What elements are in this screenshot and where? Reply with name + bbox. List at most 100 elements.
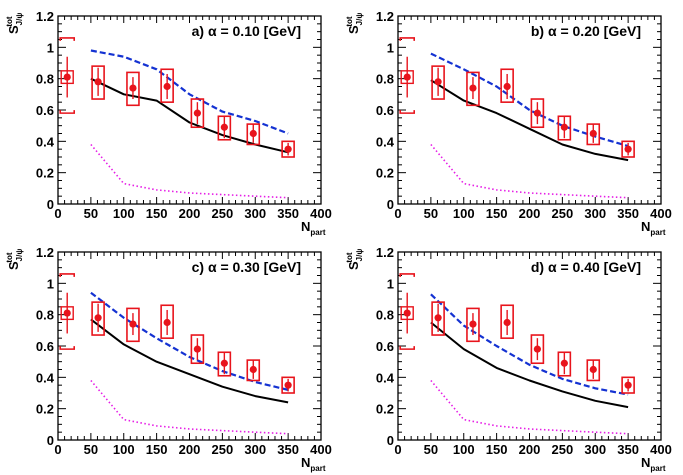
y-tick-label: 0.8: [36, 72, 54, 87]
syst-box: [530, 98, 545, 129]
panel-title: b) α = 0.20 [GeV]: [531, 23, 641, 39]
syst-box: [466, 71, 480, 107]
y-tick-label: 0.4: [376, 134, 395, 149]
plot-frame: [57, 15, 322, 205]
data-point: [63, 73, 71, 81]
x-tick-label: 200: [179, 442, 201, 457]
x-tick-label: 50: [84, 206, 98, 221]
y-tick-label: 0.6: [376, 339, 394, 354]
y-tick-label: 0.4: [36, 370, 55, 385]
syst-box: [190, 334, 205, 365]
y-tick-label: 1.2: [376, 245, 394, 260]
y-tick-label: 0.6: [36, 339, 54, 354]
syst-box: [466, 307, 480, 343]
y-axis-label: SJ/ψtot: [345, 13, 364, 34]
y-tick-label: 0.4: [36, 134, 55, 149]
syst-bracket: [59, 37, 76, 41]
data-point: [94, 314, 102, 322]
syst-bracket: [59, 273, 76, 277]
data-point: [403, 309, 411, 317]
dotted-curve: [430, 143, 629, 199]
data-point: [193, 109, 201, 117]
panel-title: a) α = 0.10 [GeV]: [192, 23, 301, 39]
data-point: [249, 129, 257, 138]
data-point: [434, 78, 442, 86]
y-tick-label: 0.4: [376, 370, 395, 385]
y-tick-label: 1: [387, 40, 394, 55]
plot-frame: [57, 251, 322, 441]
x-tick-label: 250: [552, 442, 574, 457]
syst-box: [431, 65, 445, 100]
y-tick-label: 1.2: [376, 9, 394, 24]
y-axis-label: SJ/ψtot: [5, 249, 24, 270]
x-tick-label: 400: [310, 442, 332, 457]
x-tick-label: 100: [113, 442, 135, 457]
x-tick-label: 200: [519, 206, 541, 221]
syst-bracket: [399, 346, 416, 350]
syst-box: [126, 71, 140, 107]
syst-box: [126, 307, 140, 343]
data-point: [469, 84, 477, 92]
syst-box: [530, 334, 545, 365]
chart-panel-4: 0 50 100 150 200 250 300 350 400 0 0.2 0.4 0.6 0.8 1 1.…: [345, 245, 672, 473]
solid-curve: [430, 321, 629, 409]
syst-box: [190, 98, 205, 129]
data-point: [193, 345, 201, 353]
syst-box: [281, 140, 295, 158]
data-point: [129, 84, 137, 92]
y-axis-label: SJ/ψtot: [345, 249, 364, 270]
y-tick-label: 0.8: [36, 308, 54, 323]
data-point: [63, 309, 71, 317]
x-tick-label: 150: [486, 206, 508, 221]
chart-panel-2: 0 50 100 150 200 250 300 350 400 0 0.2 0.4 0.6 0.8 1 1.…: [345, 9, 672, 237]
x-tick-label: 50: [424, 442, 438, 457]
x-tick-label: 400: [310, 206, 332, 221]
y-tick-label: 0.2: [36, 166, 54, 181]
x-tick-label: 350: [277, 206, 299, 221]
plot-frame: [397, 251, 662, 441]
data-point: [589, 129, 597, 138]
y-tick-label: 0.2: [36, 402, 54, 417]
data-point: [284, 145, 292, 153]
x-tick-label: 250: [212, 206, 234, 221]
syst-box: [621, 376, 635, 394]
y-tick-label: 0.8: [376, 72, 394, 87]
x-axis-label: Npart: [641, 219, 666, 237]
x-tick-label: 400: [650, 442, 672, 457]
data-point: [624, 381, 632, 389]
y-tick-label: 1: [47, 276, 54, 291]
x-tick-label: 50: [424, 206, 438, 221]
dotted-curve: [430, 379, 629, 435]
chart-panel-3: 0 50 100 150 200 250 300 350 400 0 0.2 0.4 0.6 0.8 1 1.…: [5, 245, 332, 473]
dashed-curve: [90, 291, 289, 391]
data-point: [129, 320, 137, 328]
x-tick-label: 0: [54, 206, 61, 221]
x-tick-label: 0: [54, 442, 61, 457]
x-tick-label: 400: [650, 206, 672, 221]
dotted-curve: [90, 143, 289, 199]
panel-title: d) α = 0.40 [GeV]: [531, 259, 641, 275]
x-tick-label: 150: [486, 442, 508, 457]
x-tick-label: 100: [453, 442, 475, 457]
data-point: [94, 78, 102, 86]
x-tick-label: 0: [394, 442, 401, 457]
syst-box: [160, 68, 174, 103]
y-tick-label: 1.2: [36, 245, 54, 260]
y-tick-label: 1: [47, 40, 54, 55]
x-tick-label: 300: [244, 206, 266, 221]
solid-curve: [90, 318, 289, 404]
data-point: [624, 145, 632, 153]
chart-panel-1: 0 50 100 150 200 250 300 350 400 0 0.2 0.4 0.6 0.8 1 1.…: [5, 9, 332, 237]
data-point: [220, 359, 228, 367]
data-point: [589, 365, 597, 374]
x-tick-label: 200: [519, 442, 541, 457]
y-tick-label: 0: [47, 197, 54, 212]
syst-box: [91, 301, 105, 336]
y-tick-label: 0.6: [376, 103, 394, 118]
x-tick-label: 100: [113, 206, 135, 221]
x-tick-label: 350: [277, 442, 299, 457]
syst-bracket: [59, 346, 76, 350]
data-point: [249, 365, 257, 374]
solid-curve: [430, 79, 629, 162]
dashed-curve: [90, 49, 289, 135]
